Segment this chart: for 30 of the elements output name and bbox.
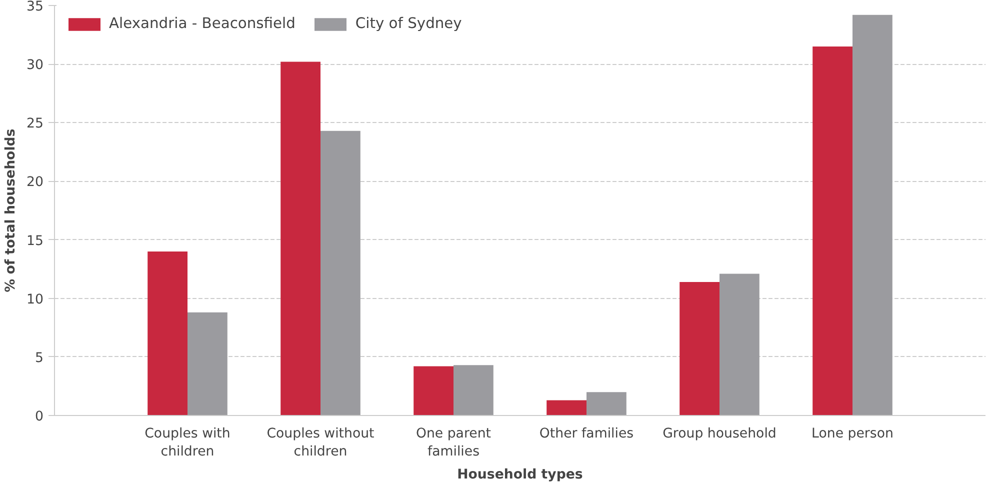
bar xyxy=(586,392,626,416)
bar xyxy=(280,62,320,416)
y-tick-label: 35 xyxy=(26,0,44,14)
x-tick-label: One parent families xyxy=(416,426,492,460)
y-tick-label: 5 xyxy=(35,350,44,366)
bar xyxy=(852,14,892,416)
bar xyxy=(454,365,494,416)
bar xyxy=(680,282,720,416)
bar xyxy=(148,252,188,416)
y-tick-label: 30 xyxy=(26,58,44,74)
x-tick-label: Lone person xyxy=(812,426,894,442)
y-tick-label: 15 xyxy=(26,234,44,249)
y-tick-label: 0 xyxy=(35,410,44,424)
legend-label: City of Sydney xyxy=(355,15,462,32)
x-tick-label: Couples with children xyxy=(144,426,230,460)
bar xyxy=(414,366,454,416)
y-tick-label: 25 xyxy=(26,116,44,132)
x-axis-title: Household types xyxy=(457,468,583,482)
bar xyxy=(546,400,586,416)
y-tick-label: 10 xyxy=(26,292,44,308)
bar xyxy=(320,130,360,416)
x-tick-label: Group household xyxy=(662,426,776,442)
y-axis-title: % of total households xyxy=(4,128,19,292)
legend-label: Alexandria - Beaconsfield xyxy=(109,15,296,32)
x-tick-label: Couples without children xyxy=(266,426,374,460)
bar xyxy=(812,46,852,416)
bar xyxy=(720,274,760,416)
x-tick-label: Other families xyxy=(539,426,634,442)
y-tick-label: 20 xyxy=(26,175,44,190)
bar xyxy=(188,312,228,416)
